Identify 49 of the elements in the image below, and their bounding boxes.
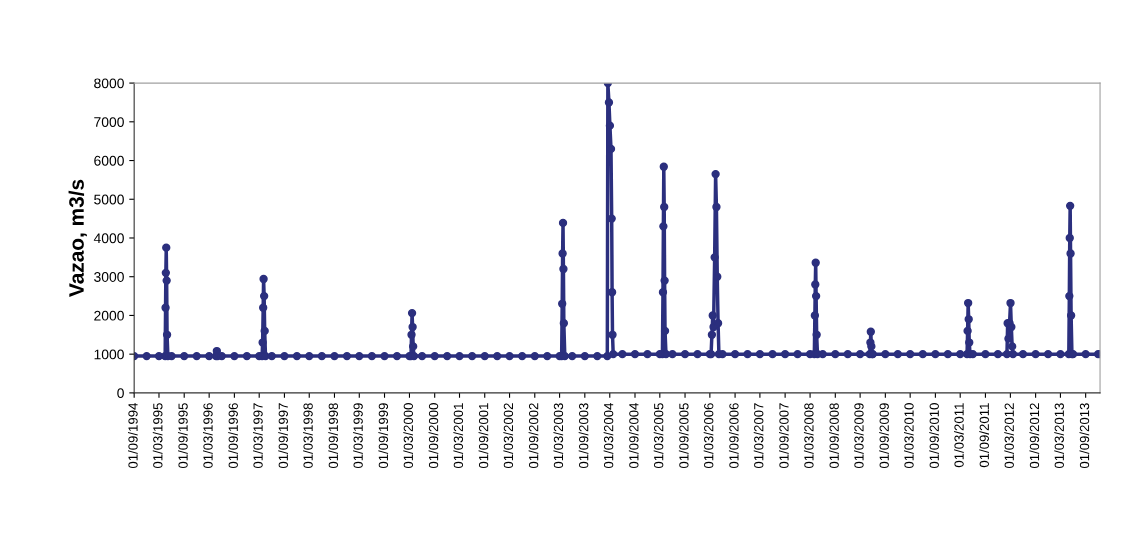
x-tick-label: 01/09/1994	[128, 402, 138, 469]
x-tick-label: 01/09/2000	[428, 403, 439, 469]
y-tick-label: 3000	[94, 272, 124, 282]
x-tick-label: 01/09/2011	[979, 403, 989, 468]
x-tick-label: 01/03/2012	[1004, 403, 1014, 469]
y-tick-label: 7000	[94, 117, 124, 127]
y-tick-label: 8000	[94, 78, 124, 89]
x-tick-label: 01/03/2010	[904, 403, 914, 469]
x-tick-label: 01/09/1996	[228, 403, 238, 469]
x-tick-label: 01/09/2013	[1079, 403, 1090, 469]
x-tick-label: 01/03/2000	[403, 403, 414, 469]
x-tick-label: 01/03/2008	[803, 403, 814, 469]
x-tick-label: 01/09/2009	[879, 403, 889, 469]
x-tick-label: 01/03/1996	[203, 403, 213, 469]
y-tick-label: 6000	[94, 155, 124, 166]
y-tick-label: 1000	[94, 349, 124, 360]
x-tick-label: 01/03/2013	[1054, 403, 1064, 469]
x-tick-label: 01/03/2005	[653, 403, 664, 469]
x-tick-label: 01/09/2001	[478, 403, 489, 469]
x-tick-label: 01/03/2002	[503, 403, 514, 469]
x-tick-label: 01/09/2003	[578, 403, 589, 469]
x-tick-label: 01/03/1997	[253, 403, 263, 469]
y-tick-label: 4000	[93, 233, 124, 244]
x-tick-label: 01/03/2006	[703, 403, 714, 469]
x-tick-label: 01/09/2010	[929, 403, 939, 469]
x-tick-label: 01/03/2003	[553, 403, 564, 469]
x-tick-label: 01/09/1998	[328, 403, 339, 469]
y-tick-label: 0	[117, 388, 124, 399]
x-tick-label: 01/03/2001	[453, 403, 464, 469]
x-tick-label: 01/09/2006	[728, 403, 739, 469]
x-tick-label: 01/03/1999	[353, 403, 363, 469]
x-tick-label: 01/03/2011	[954, 403, 964, 468]
x-tick-label: 01/09/1997	[278, 403, 288, 469]
x-tick-label: 01/09/2005	[678, 403, 689, 469]
y-tick-label: 5000	[94, 194, 124, 205]
x-tick-label: 01/03/2004	[603, 402, 614, 469]
x-tick-label: 01/09/2002	[528, 403, 539, 469]
y-tick-label: 2000	[94, 310, 124, 321]
x-tick-label: 01/09/2007	[778, 403, 789, 469]
x-tick-label: 01/09/2004	[628, 402, 639, 469]
x-tick-label: 01/03/1998	[303, 403, 313, 469]
x-tick-label: 01/03/2009	[853, 403, 864, 469]
y-axis-title: Vazao, m3/s	[68, 179, 87, 297]
x-tick-label: 01/03/2007	[753, 403, 764, 469]
x-tick-label: 01/03/1995	[152, 403, 163, 469]
x-tick-label: 01/09/1995	[178, 403, 188, 469]
x-tick-label: 01/09/2008	[829, 403, 839, 469]
x-tick-label: 01/09/2012	[1029, 403, 1040, 469]
x-tick-label: 01/09/1999	[378, 403, 389, 469]
